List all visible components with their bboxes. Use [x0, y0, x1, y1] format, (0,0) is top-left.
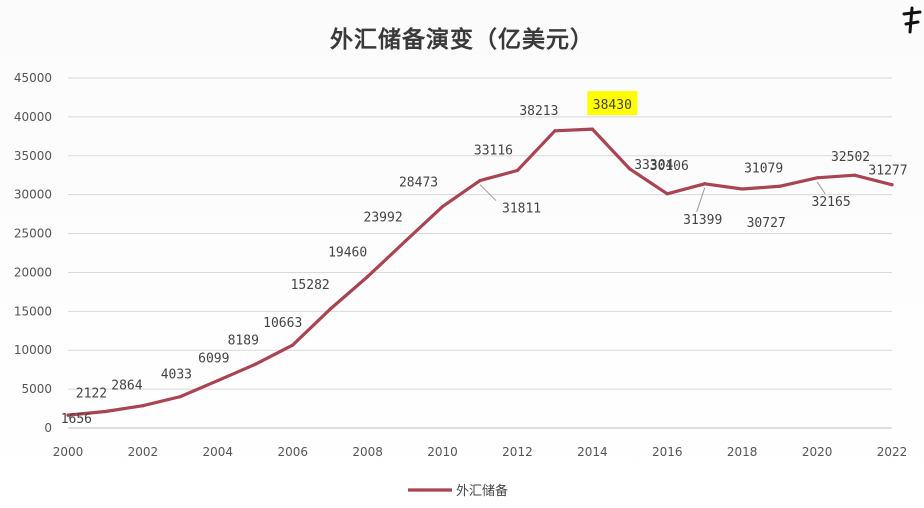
data-label: 2864	[111, 379, 142, 394]
data-label: 30727	[747, 216, 786, 231]
data-label: 38430	[593, 98, 632, 113]
data-point	[141, 404, 145, 408]
data-label: 1656	[61, 412, 92, 427]
data-point	[590, 127, 594, 131]
x-tick-label: 2010	[427, 445, 458, 459]
data-point	[703, 182, 707, 186]
data-point	[553, 129, 557, 133]
data-label: 10663	[263, 316, 302, 331]
data-point	[66, 413, 70, 417]
data-label: 33304	[634, 158, 673, 173]
x-tick-label: 2008	[352, 445, 383, 459]
label-leader-line	[696, 187, 706, 212]
y-tick-label: 35000	[14, 149, 52, 163]
y-tick-label: 45000	[14, 71, 52, 85]
label-leader-line	[816, 181, 826, 195]
data-point	[403, 239, 407, 243]
x-tick-label: 2000	[53, 445, 84, 459]
data-point	[852, 173, 857, 177]
data-point	[778, 184, 782, 188]
data-label: 32165	[812, 195, 851, 210]
x-tick-label: 2006	[277, 445, 308, 459]
data-label: 28473	[399, 176, 438, 191]
data-label: 8189	[228, 333, 259, 348]
data-point	[328, 307, 332, 311]
data-point	[740, 187, 744, 191]
data-label: 31811	[502, 202, 541, 217]
data-point	[178, 395, 182, 399]
data-point	[440, 204, 445, 209]
data-label: 33116	[474, 143, 513, 158]
data-label: 6099	[198, 352, 229, 367]
y-tick-label: 30000	[14, 188, 52, 202]
data-point	[216, 378, 220, 383]
y-tick-label: 15000	[14, 304, 52, 318]
data-label: 19460	[328, 246, 367, 261]
data-point	[253, 362, 257, 366]
y-tick-label: 40000	[14, 110, 52, 124]
chart-title: 外汇储备演变（亿美元）	[330, 26, 594, 53]
data-label: 4033	[161, 368, 192, 383]
data-point	[815, 176, 819, 180]
data-label: 31277	[868, 164, 907, 179]
legend-label: 外汇储备	[456, 483, 508, 499]
x-tick-label: 2022	[877, 445, 908, 459]
data-label: 31079	[744, 161, 783, 176]
x-tick-label: 2012	[502, 445, 533, 459]
data-label: 32502	[831, 150, 870, 165]
data-point	[665, 192, 669, 196]
x-tick-label: 2020	[802, 445, 833, 459]
x-tick-label: 2016	[652, 445, 683, 459]
data-point	[291, 343, 295, 347]
data-label: 23992	[364, 210, 403, 225]
label-leader-line	[479, 184, 497, 201]
data-label: 15282	[291, 278, 330, 293]
corner-pen-mark	[900, 6, 922, 36]
y-tick-label: 20000	[14, 265, 52, 279]
data-point	[103, 409, 108, 414]
data-label: 2122	[76, 386, 107, 401]
y-tick-label: 10000	[14, 343, 52, 357]
data-label: 30106	[650, 159, 689, 174]
x-tick-label: 2014	[577, 445, 608, 459]
data-point	[515, 168, 520, 173]
data-point	[628, 167, 632, 171]
data-point	[478, 178, 482, 183]
x-tick-label: 2002	[128, 445, 159, 459]
highlight-box	[587, 91, 638, 116]
x-tick-label: 2018	[727, 445, 758, 459]
y-tick-label: 25000	[14, 227, 52, 241]
data-label: 31399	[683, 213, 722, 228]
data-label: 38213	[519, 104, 558, 119]
y-tick-label: 5000	[21, 382, 52, 396]
data-point	[366, 275, 370, 279]
y-tick-label: 0	[44, 421, 52, 435]
data-point	[890, 183, 894, 187]
x-tick-label: 2004	[203, 445, 234, 459]
